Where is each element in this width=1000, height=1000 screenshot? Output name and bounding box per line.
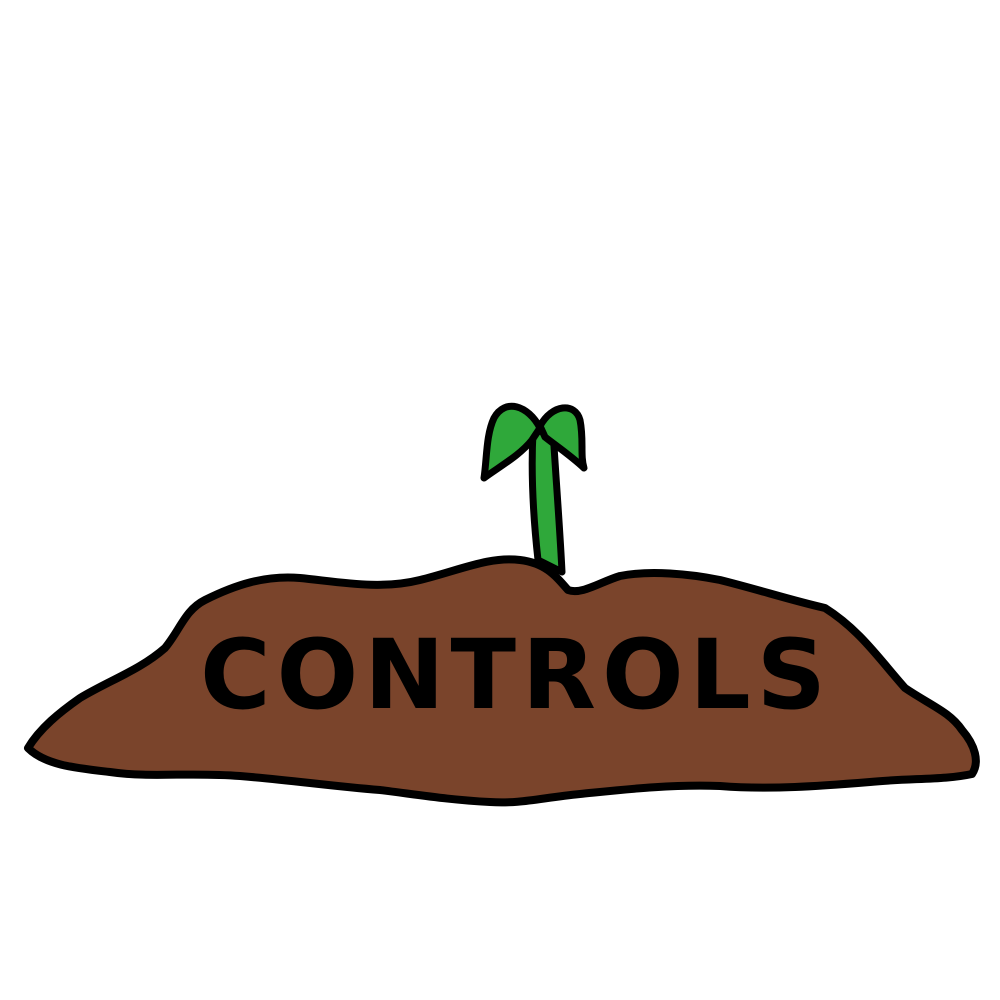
controls-title: CONTROLS: [200, 619, 832, 731]
sprout-icon: [480, 402, 588, 576]
sprout-right-leaf: [536, 404, 588, 472]
dirt-mound: [24, 555, 980, 807]
sprout-left-leaf: [480, 402, 544, 482]
sprout-stem: [528, 426, 566, 576]
